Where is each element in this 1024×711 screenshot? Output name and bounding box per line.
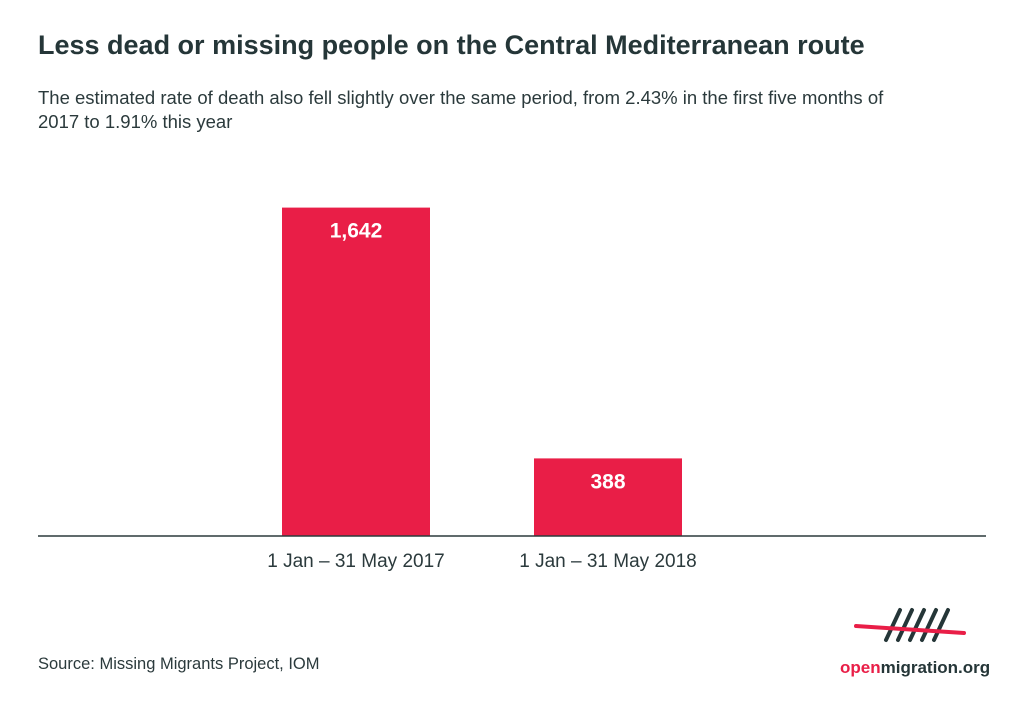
openmigration-logo[interactable]: openmigration.org	[826, 604, 992, 684]
source-note: Source: Missing Migrants Project, IOM	[38, 655, 320, 673]
bar	[534, 458, 682, 536]
logo-wordmark: openmigration.org	[840, 658, 990, 678]
bar	[282, 207, 430, 536]
bars-layer: 1,642 388	[282, 207, 682, 536]
bar-value-label: 388	[590, 470, 625, 493]
x-tick-label: 1 Jan – 31 May 2018	[519, 551, 696, 572]
logo-text-accent: open	[840, 658, 881, 677]
chart-subtitle: The estimated rate of death also fell sl…	[38, 87, 884, 132]
logo-text-rest: migration.org	[880, 658, 991, 677]
openmigration-logo-icon	[854, 608, 966, 642]
x-tick-labels: 1 Jan – 31 May 2017 1 Jan – 31 May 2018	[267, 551, 696, 572]
bar-value-label: 1,642	[330, 220, 383, 243]
chart-title: Less dead or missing people on the Centr…	[38, 30, 865, 60]
x-tick-label: 1 Jan – 31 May 2017	[267, 551, 444, 572]
